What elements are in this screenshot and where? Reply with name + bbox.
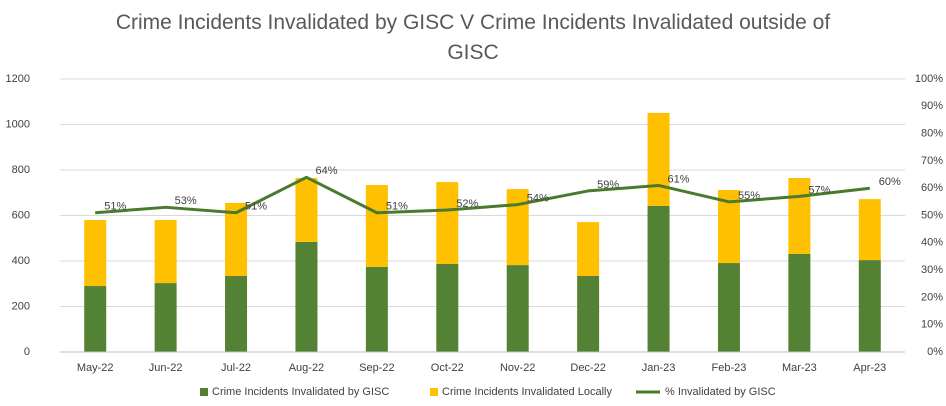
bar (717, 190, 740, 264)
y-tick-label: 1000 (6, 118, 30, 130)
data-label: 60% (879, 176, 901, 188)
bar (365, 266, 388, 352)
bar (225, 276, 248, 352)
bar (154, 220, 177, 284)
data-label: 51% (386, 201, 408, 213)
y-tick-label: 0 (24, 346, 30, 358)
y2-tick-label: 0% (927, 346, 943, 358)
y2-tick-label: 10% (921, 319, 943, 331)
data-label: 64% (315, 165, 337, 177)
bar (506, 265, 529, 352)
x-tick-label: Dec-22 (570, 362, 605, 374)
data-label: 55% (738, 190, 760, 202)
bar (577, 276, 600, 352)
title-box: Crime Incidents Invalidated by GISC V Cr… (0, 8, 946, 68)
bar (436, 182, 459, 264)
y-tick-label: 600 (12, 209, 30, 221)
bar (225, 202, 248, 277)
y-tick-label: 200 (12, 300, 30, 312)
x-tick-label: Jul-22 (221, 362, 251, 374)
x-tick-label: Feb-23 (712, 362, 747, 374)
x-tick-label: May-22 (77, 362, 114, 374)
bar (295, 241, 318, 352)
y2-tick-label: 100% (915, 73, 943, 85)
bar (788, 177, 811, 254)
bar (577, 222, 600, 277)
data-label: 52% (456, 198, 478, 210)
data-label: 54% (527, 192, 549, 204)
bar (858, 199, 881, 261)
bar (295, 177, 318, 242)
legend-label: Crime Incidents Invalidated Locally (442, 386, 612, 398)
chart-title: Crime Incidents Invalidated by GISC V Cr… (115, 11, 831, 64)
legend-swatch (200, 388, 208, 396)
y2-tick-label: 40% (921, 237, 943, 249)
bar (858, 260, 881, 352)
bar (436, 263, 459, 352)
data-label: 53% (175, 195, 197, 207)
x-tick-label: Mar-23 (782, 362, 817, 374)
y-tick-label: 1200 (6, 73, 30, 85)
bar (84, 220, 107, 287)
bar (647, 112, 670, 206)
x-tick-label: Jun-22 (149, 362, 183, 374)
y2-tick-label: 20% (921, 291, 943, 303)
x-tick-label: Jan-23 (642, 362, 676, 374)
x-tick-label: Oct-22 (431, 362, 464, 374)
data-label: 51% (245, 201, 267, 213)
y2-tick-label: 80% (921, 128, 943, 140)
bar (506, 189, 529, 266)
y2-tick-label: 30% (921, 264, 943, 276)
bar (154, 283, 177, 352)
bar (788, 253, 811, 352)
legend-label: % Invalidated by GISC (665, 386, 776, 398)
y-tick-label: 400 (12, 255, 30, 267)
x-tick-label: Apr-23 (853, 362, 886, 374)
bar (84, 286, 107, 352)
data-label: 57% (808, 184, 830, 196)
x-tick-label: Sep-22 (359, 362, 394, 374)
y2-tick-label: 90% (921, 100, 943, 112)
y-tick-label: 800 (12, 164, 30, 176)
bar (717, 263, 740, 352)
bar (365, 185, 388, 267)
data-label: 51% (104, 201, 126, 213)
x-tick-label: Aug-22 (289, 362, 324, 374)
data-label: 61% (668, 173, 690, 185)
y2-tick-label: 50% (921, 209, 943, 221)
legend-swatch (430, 388, 438, 396)
x-tick-label: Nov-22 (500, 362, 535, 374)
y2-tick-label: 60% (921, 182, 943, 194)
legend-label: Crime Incidents Invalidated by GISC (212, 386, 389, 398)
line (95, 175, 870, 215)
bar (647, 205, 670, 352)
y2-tick-label: 70% (921, 155, 943, 167)
data-label: 59% (597, 179, 619, 191)
